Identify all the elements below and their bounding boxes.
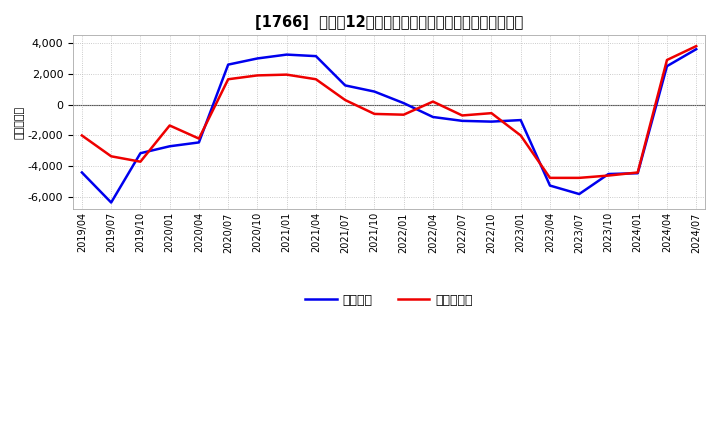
Y-axis label: （百万円）: （百万円） (15, 106, 25, 139)
経常利益 (341, 83, 349, 88)
当期純利益 (253, 73, 262, 78)
当期純利益 (136, 159, 145, 164)
経常利益 (312, 54, 320, 59)
当期純利益 (458, 113, 467, 118)
当期純利益 (224, 77, 233, 82)
当期純利益 (575, 175, 583, 180)
経常利益 (107, 200, 115, 205)
当期純利益 (341, 97, 349, 103)
Line: 経常利益: 経常利益 (82, 49, 696, 202)
Line: 当期純利益: 当期純利益 (82, 46, 696, 178)
当期純利益 (166, 123, 174, 128)
当期純利益 (400, 112, 408, 117)
当期純利益 (604, 173, 613, 178)
当期純利益 (487, 110, 496, 116)
経常利益 (136, 150, 145, 156)
Title: [1766]  利益の12か月移動合計の対前年同期増減額の推移: [1766] 利益の12か月移動合計の対前年同期増減額の推移 (255, 15, 523, 30)
当期純利益 (662, 57, 671, 62)
経常利益 (634, 171, 642, 176)
Legend: 経常利益, 当期純利益: 経常利益, 当期純利益 (300, 289, 478, 312)
当期純利益 (546, 175, 554, 180)
経常利益 (370, 89, 379, 94)
当期純利益 (107, 154, 115, 159)
経常利益 (194, 140, 203, 145)
当期純利益 (370, 111, 379, 117)
経常利益 (546, 183, 554, 188)
当期純利益 (282, 72, 291, 77)
当期純利益 (312, 77, 320, 82)
経常利益 (282, 52, 291, 57)
当期純利益 (634, 170, 642, 175)
経常利益 (487, 119, 496, 124)
経常利益 (78, 170, 86, 175)
経常利益 (400, 100, 408, 106)
経常利益 (253, 56, 262, 61)
当期純利益 (428, 99, 437, 104)
経常利益 (516, 117, 525, 123)
当期純利益 (78, 133, 86, 138)
当期純利益 (692, 44, 701, 49)
当期純利益 (194, 136, 203, 141)
経常利益 (224, 62, 233, 67)
経常利益 (662, 63, 671, 69)
経常利益 (604, 171, 613, 176)
当期純利益 (516, 133, 525, 138)
経常利益 (692, 47, 701, 52)
経常利益 (428, 114, 437, 120)
経常利益 (575, 191, 583, 197)
経常利益 (458, 118, 467, 124)
経常利益 (166, 143, 174, 149)
